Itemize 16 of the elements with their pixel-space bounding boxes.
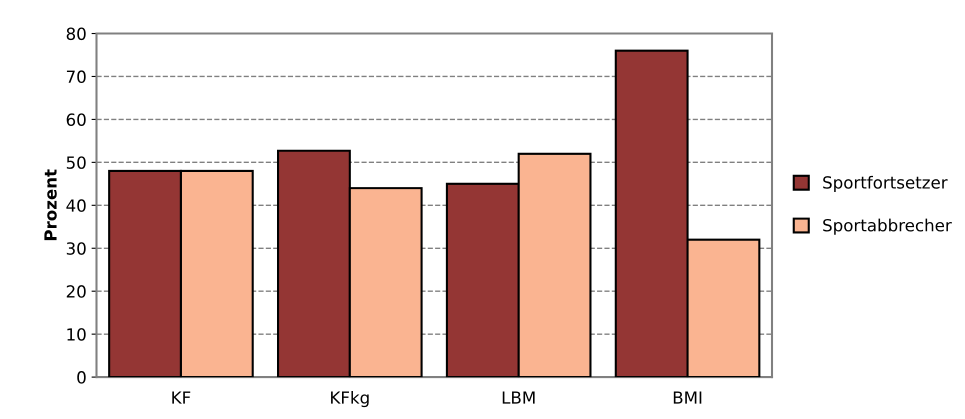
- y-tick-label: 20: [66, 285, 86, 298]
- y-axis-title: Prozent: [44, 169, 57, 240]
- x-tick-label: BMI: [674, 392, 702, 404]
- y-tick-label: 40: [66, 199, 86, 212]
- x-tick-label: KF: [172, 392, 190, 404]
- legend-label: Sportabbrecher: [823, 218, 952, 235]
- y-tick-label: 60: [66, 113, 86, 126]
- legend-label: Sportfortsetzer: [823, 176, 948, 192]
- x-tick-label: LBM: [502, 392, 535, 404]
- y-tick-label: 0: [77, 371, 86, 384]
- y-tick-label: 30: [66, 242, 86, 255]
- y-tick-label: 70: [66, 70, 86, 84]
- y-tick-label: 10: [67, 328, 86, 341]
- y-tick-label: 80: [66, 27, 86, 40]
- y-tick-label: 50: [66, 156, 86, 169]
- x-tick-label: KFkg: [331, 390, 369, 408]
